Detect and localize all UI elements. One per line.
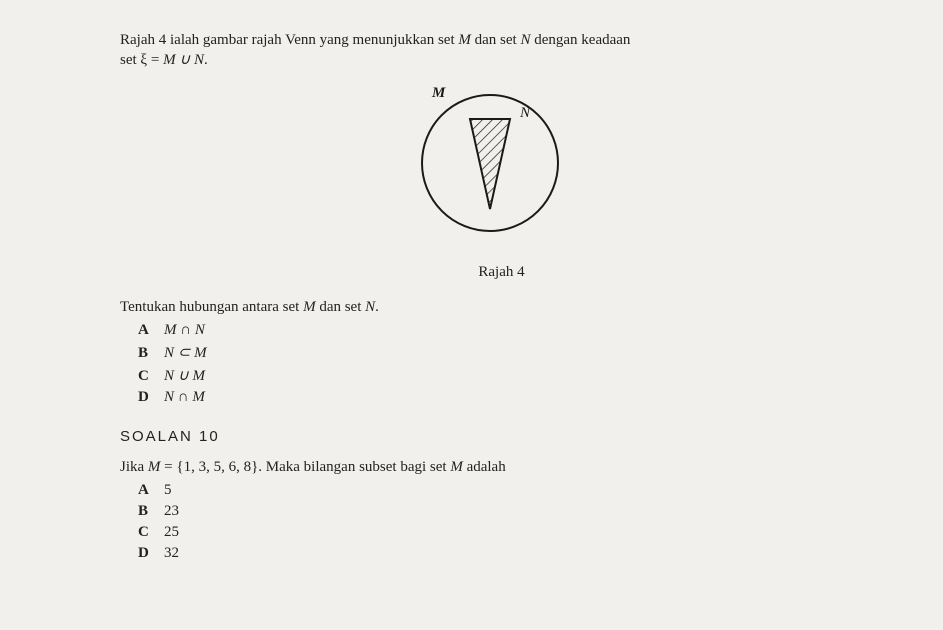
q2-stem: Jika M = {1, 3, 5, 6, 8}. Maka bilangan … [120,459,883,476]
option-text: 25 [164,524,179,541]
intro-text: dengan keadaan [530,32,630,48]
option-letter: D [138,545,164,562]
option-text: N ∩ M [164,389,205,406]
set-n: N [520,32,530,48]
option-row: A M ∩ N [138,322,883,339]
intro-text: . [204,52,208,68]
option-row: D N ∩ M [138,389,883,406]
option-letter: A [138,482,164,499]
q1-text: Tentukan hubungan antara set [120,299,303,315]
q1-m: M [303,299,316,315]
section-title: SOALAN 10 [120,428,883,445]
option-row: C 25 [138,524,883,541]
intro-text: Rajah 4 ialah gambar rajah Venn yang men… [120,32,458,48]
option-row: B 23 [138,503,883,520]
option-letter: B [138,503,164,520]
q2-m: M [148,459,161,475]
q1-options: A M ∩ N B N ⊂ M C N ∪ M D N ∩ M [120,322,883,406]
intro-text: set ξ = [120,52,163,68]
q1-n: N [365,299,375,315]
q2-options: A 5 B 23 C 25 D 32 [120,482,883,562]
venn-svg: M N [392,81,612,253]
intro-text: dan set [471,32,521,48]
q2-text: Jika [120,459,148,475]
option-row: B N ⊂ M [138,343,883,362]
option-letter: C [138,524,164,541]
option-text: N ⊂ M [164,343,207,362]
question-intro: Rajah 4 ialah gambar rajah Venn yang men… [120,30,883,71]
set-m: M [458,32,471,48]
q2-m2: M [450,459,463,475]
option-text: M ∩ N [164,322,205,339]
option-letter: B [138,345,164,362]
option-text: N ∪ M [164,366,205,385]
label-n: N [519,105,531,121]
option-text: 23 [164,503,179,520]
label-m: M [431,85,446,101]
q1-prompt: Tentukan hubungan antara set M dan set N… [120,299,883,316]
set-n-triangle [470,119,510,209]
diagram-caption: Rajah 4 [120,264,883,281]
intro-expr: M ∪ N [163,52,204,68]
option-letter: D [138,389,164,406]
option-text: 5 [164,482,172,499]
q1-text: dan set [316,299,366,315]
option-row: C N ∪ M [138,366,883,385]
option-letter: A [138,322,164,339]
option-text: 32 [164,545,179,562]
option-letter: C [138,368,164,385]
q1-text: . [375,299,379,315]
option-row: D 32 [138,545,883,562]
option-row: A 5 [138,482,883,499]
q2-text: = {1, 3, 5, 6, 8}. Maka bilangan subset … [160,459,450,475]
q2-text: adalah [463,459,506,475]
venn-diagram: M N [120,81,883,258]
